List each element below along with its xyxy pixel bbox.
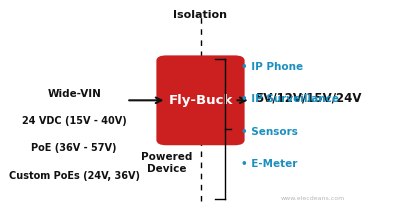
FancyBboxPatch shape xyxy=(156,55,245,145)
Text: Custom PoEs (24V, 36V): Custom PoEs (24V, 36V) xyxy=(9,171,140,181)
Text: Wide-VIN: Wide-VIN xyxy=(47,89,101,99)
Text: Fly-Buck: Fly-Buck xyxy=(168,94,233,107)
Text: Isolation: Isolation xyxy=(174,10,227,20)
Text: PoE (36V - 57V): PoE (36V - 57V) xyxy=(31,143,117,153)
Text: • Sensors: • Sensors xyxy=(241,127,298,137)
Text: • IP Phone: • IP Phone xyxy=(241,62,303,72)
Text: Powered
Device: Powered Device xyxy=(141,152,192,174)
Text: • IP Surveillance: • IP Surveillance xyxy=(241,94,338,104)
Text: 5V/12V/15V/24V: 5V/12V/15V/24V xyxy=(255,92,361,105)
Text: • E-Meter: • E-Meter xyxy=(241,159,297,169)
Text: www.elecdeans.com: www.elecdeans.com xyxy=(281,196,345,201)
Text: 24 VDC (15V - 40V): 24 VDC (15V - 40V) xyxy=(22,116,127,126)
